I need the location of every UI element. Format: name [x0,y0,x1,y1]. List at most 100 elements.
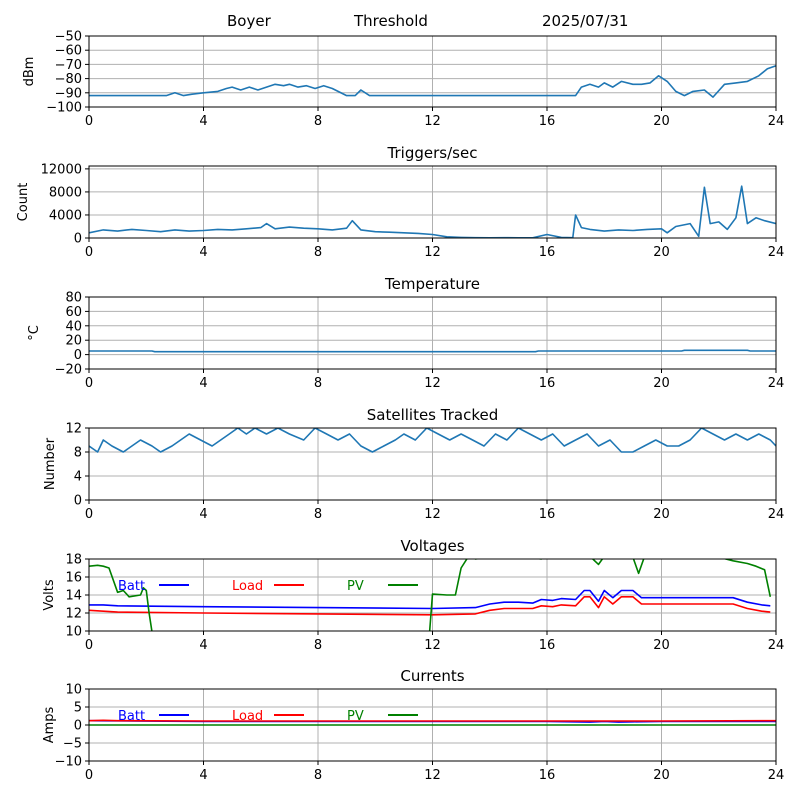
x-tick-label: 8 [314,507,322,522]
y-tick-label: 80 [65,291,82,306]
x-tick-label: 20 [653,376,670,391]
y-tick-label: 4 [74,470,82,485]
x-tick-label: 24 [768,768,785,783]
x-tick-label: 24 [768,507,785,522]
x-tick-label: 20 [653,114,670,129]
x-tick-label: 12 [424,245,441,260]
y-tick-label: 16 [65,571,82,586]
y-tick-label: 12 [65,607,82,622]
y-axis-label: dBm [22,57,37,87]
legend-label-batt: Batt [118,579,145,594]
y-tick-label: 12000 [41,162,82,177]
legend-label-pv: PV [347,579,364,594]
y-tick-label: −80 [55,72,82,87]
y-tick-label: 40 [65,319,82,334]
date-label: 2025/07/31 [542,12,629,30]
x-tick-label: 4 [199,245,207,260]
y-tick-label: 8 [74,446,82,461]
x-tick-label: 12 [424,114,441,129]
y-tick-label: −90 [55,86,82,101]
x-tick-label: 16 [539,768,556,783]
y-tick-label: 10 [65,683,82,698]
y-tick-label: 12 [65,422,82,437]
x-tick-label: 20 [653,507,670,522]
x-tick-label: 4 [199,768,207,783]
x-tick-label: 24 [768,638,785,653]
y-tick-label: 4000 [49,208,82,223]
x-tick-label: 8 [314,245,322,260]
x-tick-label: 24 [768,376,785,391]
panel-title: Triggers/sec [387,144,478,162]
station-name: Boyer [227,12,271,30]
series-line-load [89,596,771,616]
x-tick-label: 0 [85,245,93,260]
x-tick-label: 4 [199,114,207,129]
x-tick-label: 16 [539,376,556,391]
series-line-batt [89,589,771,610]
x-tick-label: 12 [424,638,441,653]
panel-title: Voltages [400,537,464,555]
x-tick-label: 16 [539,114,556,129]
legend-label-pv: PV [347,709,364,724]
x-tick-label: 16 [539,245,556,260]
x-tick-label: 4 [199,507,207,522]
y-tick-label: −10 [55,755,82,770]
x-tick-label: 0 [85,638,93,653]
y-axis-label: Volts [42,579,57,611]
x-tick-label: 0 [85,768,93,783]
y-tick-label: 60 [65,305,82,320]
y-tick-label: −5 [63,737,82,752]
y-tick-label: 14 [65,589,82,604]
y-axis-label: °C [27,325,42,341]
x-tick-label: 24 [768,245,785,260]
x-tick-label: 8 [314,376,322,391]
x-tick-label: 24 [768,114,785,129]
x-tick-label: 16 [539,507,556,522]
panel-title: Satellites Tracked [367,406,498,424]
x-tick-label: 20 [653,638,670,653]
x-tick-label: 4 [199,376,207,391]
x-tick-label: 12 [424,376,441,391]
y-tick-label: 8000 [49,185,82,200]
series-line-pv [89,559,772,631]
series-line-load [89,719,776,722]
x-tick-label: 4 [199,638,207,653]
y-tick-label: 0 [74,232,82,247]
y-tick-label: 0 [74,494,82,509]
y-tick-label: −60 [55,44,82,59]
x-tick-label: 8 [314,768,322,783]
y-tick-label: −100 [46,101,82,116]
series-line [89,65,776,98]
x-tick-label: 8 [314,638,322,653]
mode-label: Threshold [354,12,428,30]
x-tick-label: 12 [424,768,441,783]
panel-title: Temperature [384,275,480,293]
x-tick-label: 0 [85,376,93,391]
legend-label-load: Load [232,709,263,724]
y-tick-label: −50 [55,30,82,45]
y-tick-label: −20 [55,363,82,378]
panel-title: Currents [400,667,464,685]
series-line [89,349,776,353]
y-axis-label: Amps [42,706,57,743]
y-axis-label: Number [43,437,58,490]
series-line [89,428,776,453]
x-tick-label: 0 [85,114,93,129]
y-axis-label: Count [16,183,31,222]
x-tick-label: 0 [85,507,93,522]
legend-label-batt: Batt [118,709,145,724]
y-tick-label: 20 [65,334,82,349]
x-tick-label: 12 [424,507,441,522]
x-tick-label: 20 [653,245,670,260]
y-tick-label: 0 [74,719,82,734]
y-tick-label: 0 [74,348,82,363]
x-tick-label: 20 [653,768,670,783]
y-tick-label: 18 [65,553,82,568]
y-tick-label: 10 [65,625,82,640]
y-tick-label: −70 [55,58,82,73]
legend-label-load: Load [232,579,263,594]
x-tick-label: 16 [539,638,556,653]
x-tick-label: 8 [314,114,322,129]
y-tick-label: 5 [74,701,82,716]
